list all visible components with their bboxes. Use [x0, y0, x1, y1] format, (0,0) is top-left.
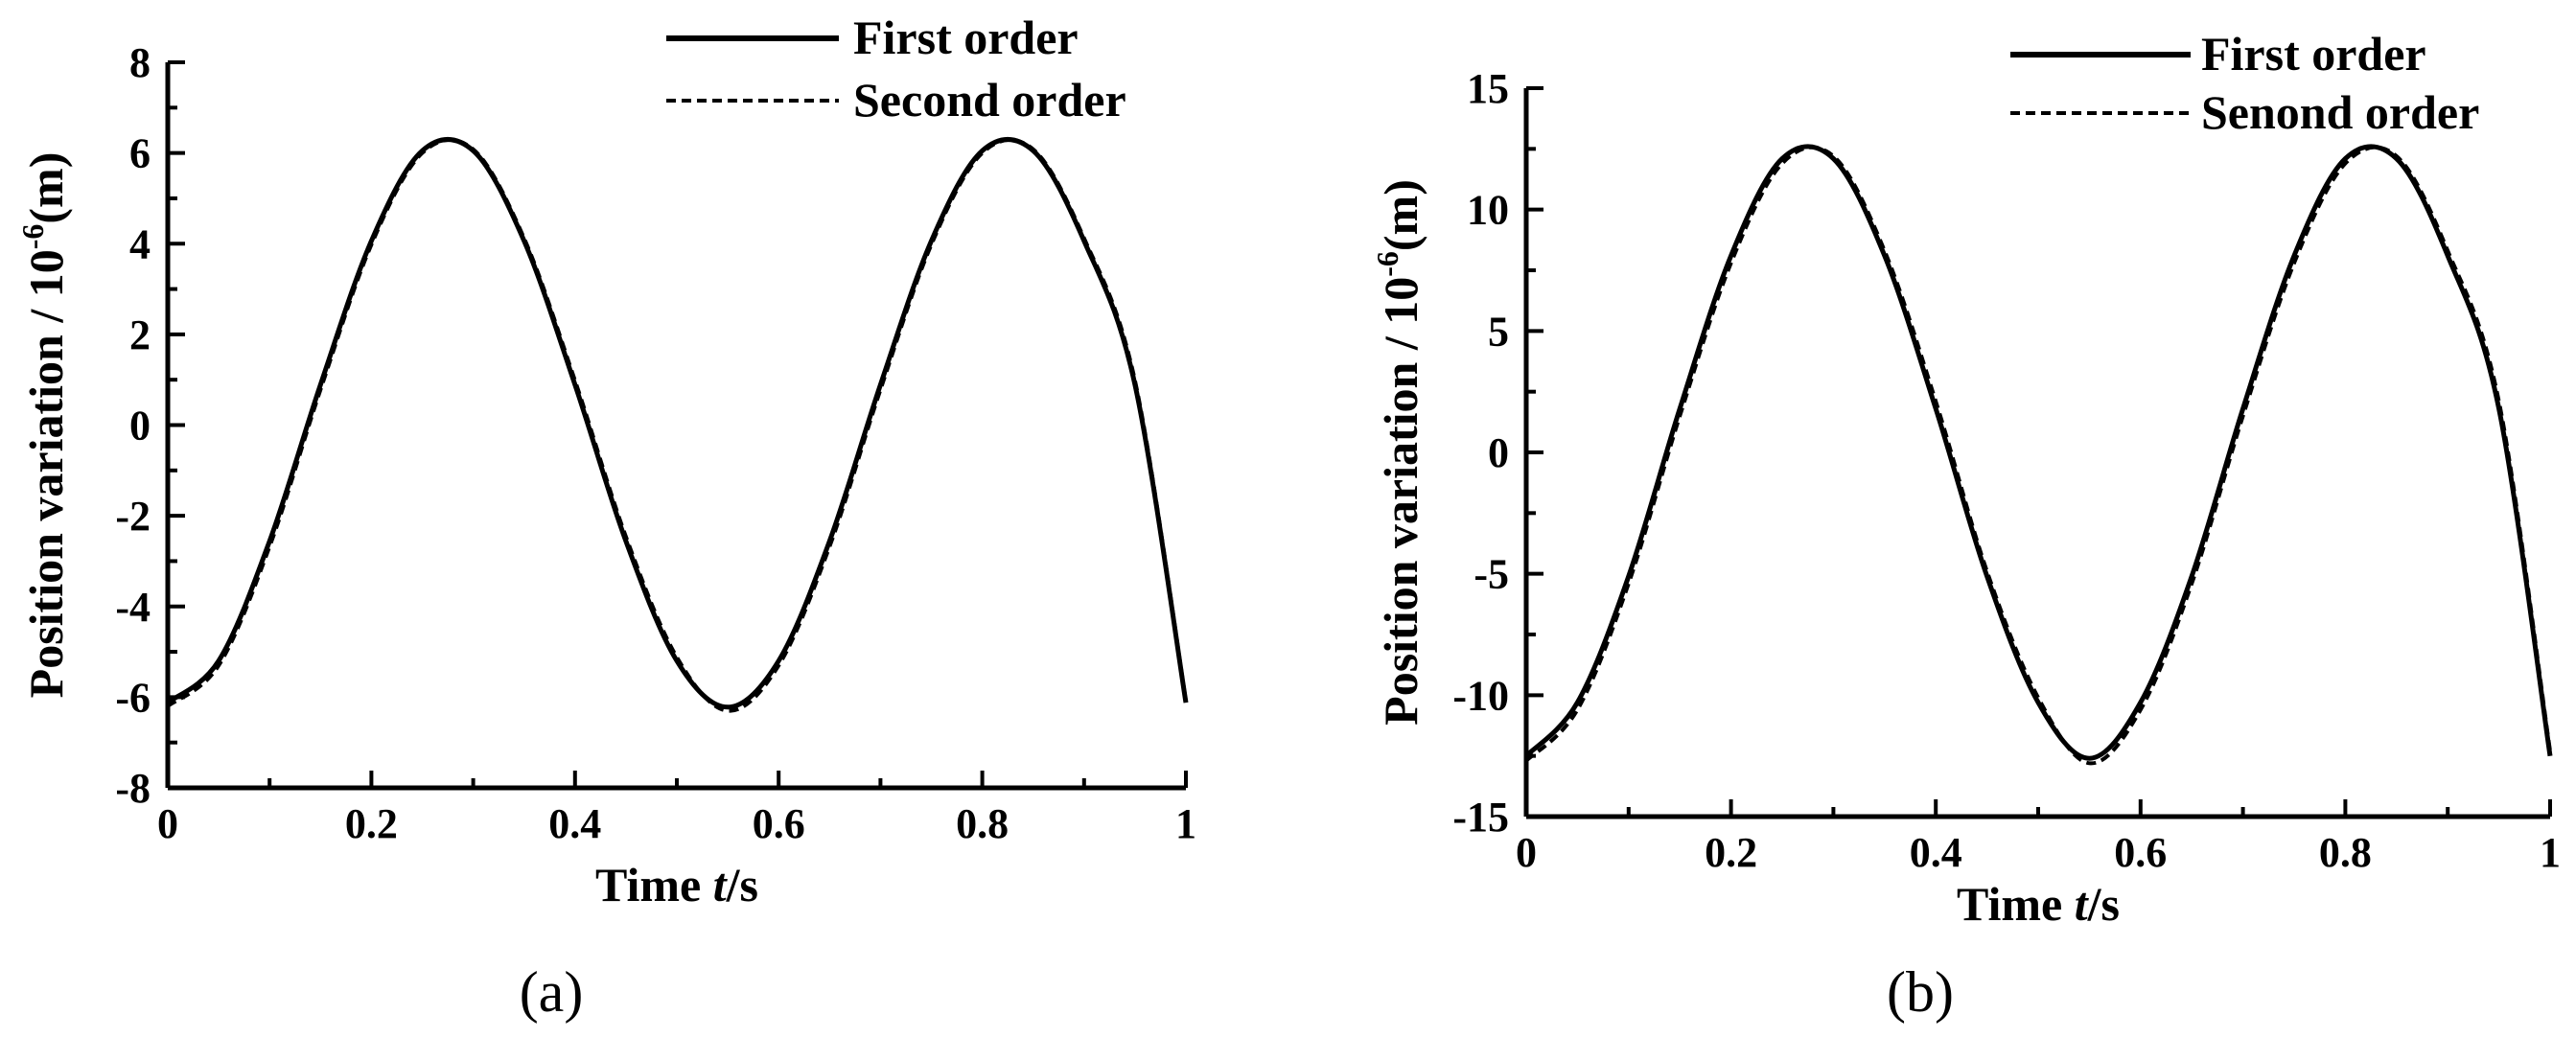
- series-line-first-order: [1524, 144, 2553, 761]
- y-tick-label: 15: [1467, 65, 1509, 112]
- x-tick-label: 0.8: [956, 800, 1009, 847]
- legend-label: First order: [853, 11, 1079, 64]
- x-axis-title: Time t/s: [595, 858, 758, 911]
- x-tick-label: 0.2: [1705, 829, 1757, 876]
- y-tick-label: -5: [1474, 551, 1509, 598]
- y-tick-label: -10: [1452, 672, 1509, 719]
- chart-panel-b: 0 0.2 0.4 0.6 0.8 1 -15 -10 -5 0 5 10 15 First orderS…: [1370, 27, 2561, 1024]
- y-tick-label: 0: [129, 403, 151, 450]
- x-tick-label: 0: [1516, 829, 1537, 876]
- y-tick-label: 4: [129, 220, 151, 267]
- x-tick-label: 0.4: [1910, 829, 1962, 876]
- x-tick-label: 0: [157, 800, 178, 847]
- legend-label: Senond order: [2201, 85, 2479, 139]
- legend-label: Second order: [853, 73, 1126, 127]
- x-tick-label: 1: [2540, 829, 2561, 876]
- y-tick-label: -4: [115, 584, 151, 631]
- y-tick-label: -15: [1452, 794, 1509, 841]
- x-tick-label: 1: [1175, 800, 1196, 847]
- panel-label: (a): [520, 960, 584, 1024]
- series-line-second-order: [166, 137, 1188, 713]
- y-tick-label: -8: [115, 765, 151, 812]
- y-tick-label: 0: [1488, 429, 1509, 476]
- y-tick-label: -6: [115, 674, 151, 721]
- x-tick-label: 0.6: [753, 800, 805, 847]
- y-tick-label: -2: [115, 493, 151, 540]
- y-tick-label: 5: [1488, 308, 1509, 355]
- y-tick-label: 8: [129, 39, 151, 86]
- x-tick-label: 0.6: [2114, 829, 2167, 876]
- x-axis-title: Time t/s: [1957, 877, 2120, 931]
- chart-panel-a: 0 0.2 0.4 0.6 0.8 1 -8 -6 -4 -2 0 2 4 6 8 First order Se…: [15, 11, 1196, 1024]
- series-line-second-order: [1524, 145, 2552, 766]
- y-axis-title: Position variation / 10-6(m): [1370, 179, 1427, 726]
- x-tick-label: 0.2: [345, 800, 398, 847]
- x-tick-label: 0.8: [2319, 829, 2372, 876]
- y-tick-label: 10: [1467, 187, 1509, 234]
- y-tick-label: 2: [129, 311, 151, 358]
- legend-label: First order: [2201, 27, 2426, 81]
- panel-label: (b): [1887, 960, 1954, 1024]
- y-tick-label: 6: [129, 130, 151, 177]
- series-line-first-order: [166, 137, 1189, 710]
- y-axis-title: Position variation / 10-6(m): [15, 152, 73, 699]
- x-tick-label: 0.4: [548, 800, 601, 847]
